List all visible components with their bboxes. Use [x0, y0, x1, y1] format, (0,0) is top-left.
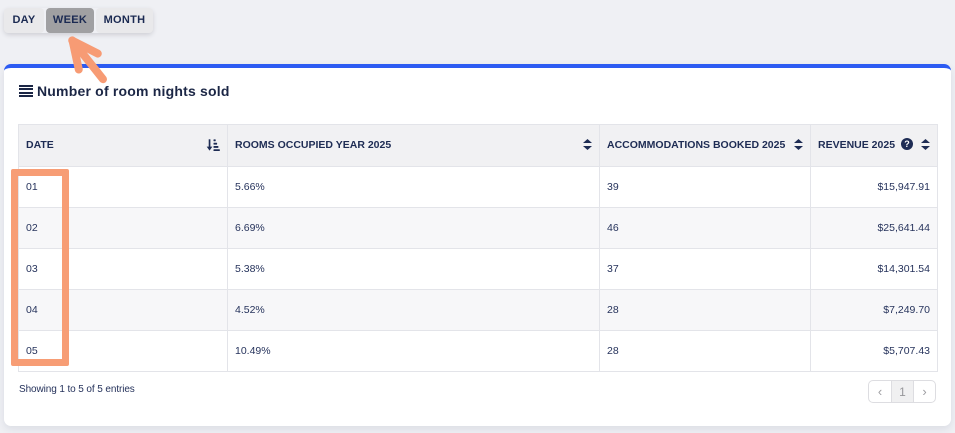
- svg-text:?: ?: [904, 139, 910, 149]
